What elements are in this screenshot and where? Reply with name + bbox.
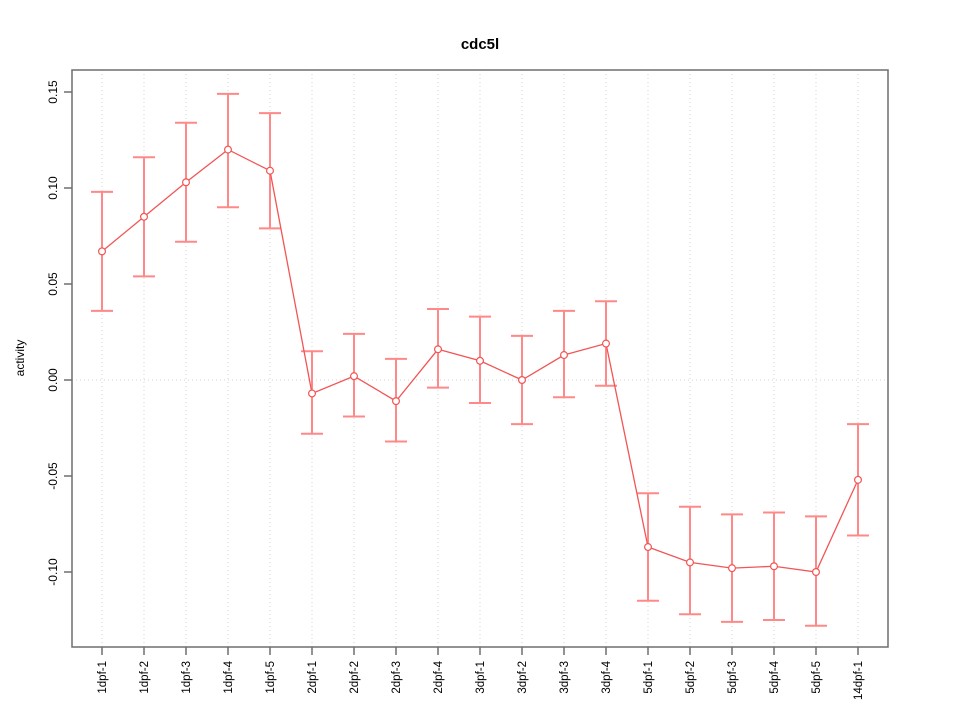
data-point-marker [601, 339, 610, 348]
x-tick-label: 1dpf-4 [223, 660, 235, 693]
x-tick-label: 5dpf-4 [769, 660, 781, 693]
data-point-marker [517, 376, 526, 385]
x-tick-label: 1dpf-3 [181, 661, 193, 694]
x-tick-label: 5dpf-3 [727, 661, 739, 694]
x-tick-label: 2dpf-3 [391, 661, 403, 694]
x-tick-label: 1dpf-2 [139, 661, 151, 694]
y-tick-label: -0.10 [46, 558, 60, 586]
x-tick-label: 5dpf-1 [643, 661, 655, 694]
x-tick-label: 3dpf-3 [559, 661, 571, 694]
data-point-marker [308, 389, 317, 398]
x-tick-label: 3dpf-2 [517, 661, 529, 694]
chart-title: cdc5l [460, 36, 500, 53]
data-point-marker [685, 558, 694, 567]
x-tick-label: 2dpf-2 [349, 661, 361, 694]
x-tick-label: 3dpf-1 [475, 661, 487, 694]
data-point-marker [769, 562, 778, 571]
data-point-marker [853, 475, 862, 484]
data-point-marker [140, 212, 149, 221]
y-tick-label: 0.05 [46, 272, 60, 296]
y-tick-label: -0.05 [46, 462, 60, 490]
x-tick-label: 5dpf-2 [685, 661, 697, 694]
data-point-marker [811, 567, 820, 576]
data-point-marker [97, 247, 106, 256]
data-point-marker [727, 564, 736, 573]
data-point-marker [266, 166, 275, 175]
x-tick-label: 3dpf-4 [601, 660, 613, 693]
x-tick-label: 14dpf-1 [853, 661, 865, 700]
y-tick-label: 0.10 [46, 176, 60, 200]
data-point-marker [434, 345, 443, 354]
y-tick-label: 0.15 [46, 80, 60, 104]
data-point-marker [476, 356, 485, 365]
x-tick-label: 1dpf-5 [265, 661, 277, 694]
data-point-marker [224, 145, 233, 154]
x-tick-label: 5dpf-5 [811, 661, 823, 694]
x-tick-label: 2dpf-1 [307, 661, 319, 694]
data-point-marker [559, 351, 568, 360]
data-point-marker [392, 397, 401, 406]
y-tick-label: 0.00 [46, 368, 60, 392]
data-point-marker [182, 178, 191, 187]
x-tick-label: 1dpf-1 [97, 661, 109, 694]
data-point-marker [643, 543, 652, 552]
data-point-marker [350, 372, 359, 381]
x-tick-label: 2dpf-4 [433, 660, 445, 693]
